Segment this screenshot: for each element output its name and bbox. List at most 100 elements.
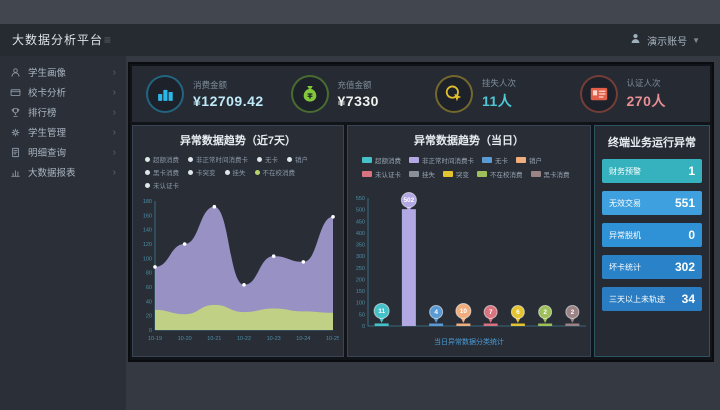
terminal-stat-row[interactable]: 异常脱机 0 [602, 223, 702, 247]
legend-item[interactable]: 挂失 [409, 169, 435, 179]
chevron-down-icon: ▼ [692, 35, 700, 45]
legend-item[interactable]: 挂失 [224, 167, 246, 177]
stat-value: 551 [674, 196, 695, 210]
legend-item[interactable]: 突变 [443, 169, 469, 179]
trophy-icon [10, 107, 21, 118]
legend-label: 超额消费 [153, 157, 179, 164]
panel-title-terminal: 终端业务运行异常 [608, 137, 696, 149]
chart-caption-link[interactable]: 当日异常数据分类统计 [434, 339, 504, 346]
stat-value: 34 [681, 292, 695, 306]
stat-label: 财务预警 [609, 166, 641, 176]
svg-text:10-25: 10-25 [326, 336, 339, 342]
legend-item[interactable]: 卡突变 [188, 167, 216, 177]
chevron-right-icon: › [112, 66, 116, 78]
legend-item[interactable]: 未认证卡 [145, 180, 179, 190]
svg-text:7: 7 [489, 309, 493, 316]
stat-value: 0 [688, 228, 695, 242]
svg-text:100: 100 [356, 301, 365, 307]
svg-text:100: 100 [143, 256, 152, 262]
charts-row: 异常数据趋势（近7天） 超额消费 非正常时间消费卡 无卡 销户 黑卡消费 卡突变 挂失 不在校… [132, 125, 710, 357]
legend-item[interactable]: 无卡 [482, 155, 508, 165]
legend-label: 非正常时间消费卡 [196, 157, 248, 164]
stat-value: 302 [674, 260, 695, 274]
kpi-text: 挂失人次 11人 [482, 77, 516, 111]
card-icon [10, 87, 21, 98]
svg-text:40: 40 [146, 299, 152, 305]
sidebar-item-trophy[interactable]: 排行榜 › [0, 102, 126, 122]
sidebar-item-person[interactable]: 学生画像 › [0, 62, 126, 82]
legend-item[interactable]: 黑卡消费 [530, 169, 570, 179]
legend-item[interactable]: 超额消费 [145, 154, 179, 164]
coins-icon [146, 75, 184, 113]
svg-text:120: 120 [143, 242, 152, 248]
svg-text:400: 400 [356, 231, 365, 237]
sidebar-item-card[interactable]: 校卡分析 › [0, 82, 126, 102]
legend-item[interactable]: 黑卡消费 [145, 167, 179, 177]
stat-label: 三天以上未轨迹 [609, 294, 665, 304]
legend-row: 黑卡消费 卡突变 挂失 不在校消费 [145, 167, 337, 177]
legend-item[interactable]: 非正常时间消费卡 [188, 154, 248, 164]
terminal-stat-row[interactable]: 三天以上未轨迹 34 [602, 287, 702, 311]
svg-text:150: 150 [356, 289, 365, 295]
page-top-strip [0, 0, 720, 24]
svg-text:80: 80 [146, 271, 152, 277]
svg-text:10-21: 10-21 [207, 336, 221, 342]
menu-collapse-icon[interactable]: ≡ [104, 33, 112, 47]
kpi-text: 充值金额 ¥7330 [338, 79, 379, 109]
kpi-text: 消费金额 ¥12709.42 [193, 79, 264, 109]
legend-swatch [482, 157, 492, 163]
legend-swatch [530, 171, 541, 177]
panel-trend-today: 异常数据趋势（当日） 超额消费 非正常时间消费卡 无卡 销户 未认证卡 挂失 突变 不在校消费… [347, 125, 591, 357]
kpi-text: 认证人次 270人 [627, 77, 666, 111]
legend-label: 无卡 [265, 157, 278, 164]
click-icon [435, 75, 473, 113]
sidebar-item-label: 排行榜 [28, 108, 57, 119]
svg-text:0: 0 [149, 328, 152, 334]
sidebar-item-chart[interactable]: 大数据报表 › [0, 162, 126, 182]
legend-dot [257, 156, 262, 162]
sidebar-item-label: 大数据报表 [28, 168, 76, 179]
kpi-label: 充值金额 [337, 80, 372, 90]
terminal-stats-list: 财务预警 1 无效交易 551 异常脱机 0 坏卡统计 302 三天以上未轨迹 34 [595, 150, 709, 311]
svg-text:20: 20 [146, 314, 152, 320]
user-menu[interactable]: 演示账号 ▼ [629, 24, 700, 56]
legend-item[interactable]: 销户 [516, 155, 542, 165]
svg-text:10-22: 10-22 [237, 336, 251, 342]
legend-label: 无卡 [495, 158, 508, 165]
kpi-card: 充值金额 ¥7330 [277, 66, 422, 122]
sidebar-item-gear[interactable]: 学生管理 › [0, 122, 126, 142]
chevron-right-icon: › [112, 86, 116, 98]
sidebar-menu: 学生画像 › 校卡分析 › 排行榜 › 学生管理 › 明细查询 › 大数据报表 › [0, 56, 126, 182]
svg-text:350: 350 [356, 243, 365, 249]
terminal-stat-row[interactable]: 坏卡统计 302 [602, 255, 702, 279]
legend-dot [145, 169, 150, 175]
legend-label: 突变 [456, 172, 469, 179]
gear-icon [10, 127, 21, 138]
kpi-value: ¥12709.42 [193, 93, 264, 109]
terminal-stat-row[interactable]: 无效交易 551 [602, 191, 702, 215]
legend-swatch [409, 157, 419, 163]
legend-label: 超额消费 [375, 158, 401, 165]
legend-item[interactable]: 无卡 [257, 154, 278, 164]
terminal-stat-row[interactable]: 财务预警 1 [602, 159, 702, 183]
panel-title-trend-7days: 异常数据趋势（近7天） [179, 135, 297, 147]
chevron-right-icon: › [112, 166, 116, 178]
svg-text:10: 10 [460, 308, 468, 315]
svg-text:50: 50 [359, 312, 365, 318]
legend-label: 未认证卡 [375, 172, 401, 179]
kpi-card: 消费金额 ¥12709.42 [132, 66, 277, 122]
svg-text:10-20: 10-20 [178, 336, 192, 342]
legend-dot [188, 156, 193, 162]
legend-item[interactable]: 未认证卡 [362, 169, 401, 179]
legend-label: 挂失 [422, 172, 435, 179]
svg-text:2: 2 [543, 309, 547, 316]
legend-item[interactable]: 非正常时间消费卡 [409, 155, 474, 165]
legend-item[interactable]: 超额消费 [362, 155, 401, 165]
legend-item[interactable]: 不在校消费 [477, 169, 523, 179]
sidebar-item-doc[interactable]: 明细查询 › [0, 142, 126, 162]
legend-swatch [409, 171, 419, 177]
svg-text:11: 11 [378, 308, 385, 315]
legend-item[interactable]: 销户 [287, 154, 308, 164]
idcard-icon [579, 75, 618, 113]
legend-item[interactable]: 不在校消费 [254, 167, 295, 177]
